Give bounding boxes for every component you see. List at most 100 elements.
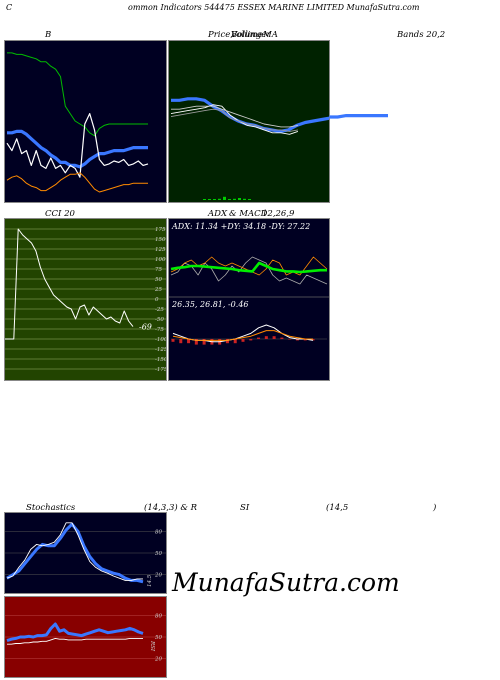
label-price-d: MA xyxy=(263,30,278,40)
volume-bar xyxy=(233,198,236,200)
price-series-2 xyxy=(171,105,298,128)
cci-panel: 175 150 125 100 75 50 25 0 -25 -50 -75 -100 -125 -150… xyxy=(4,218,167,381)
label-price-b: Volume xyxy=(231,30,263,40)
macd-histogram-bar xyxy=(295,339,299,341)
label-stoch-d: (14,5 xyxy=(326,503,349,513)
volume-bar xyxy=(203,199,206,200)
cci-tick-label: 150 xyxy=(155,237,166,243)
label-price-a: Price, xyxy=(208,30,233,40)
cci-tick-label: -175 xyxy=(155,367,166,373)
panel-background xyxy=(169,41,329,202)
rsi-series-0 xyxy=(6,622,144,643)
bollinger-series-1 xyxy=(7,129,148,169)
label-cci: CCI 20 xyxy=(45,209,75,219)
cci-tick-label: -100 xyxy=(155,337,166,343)
macd-histogram-bar xyxy=(288,339,292,340)
price-series-0 xyxy=(171,97,329,134)
volume-bar xyxy=(223,196,226,200)
cci-tick-label: 175 xyxy=(155,227,166,233)
cci-tick-label: 125 xyxy=(155,247,166,253)
cci-last-label: -69 xyxy=(139,323,152,332)
label-stoch-b: (14,3,3) & R xyxy=(144,503,198,513)
label-adx-a: ADX xyxy=(208,209,228,219)
macd-histogram-bar xyxy=(264,336,268,339)
stoch-series-0 xyxy=(6,522,144,584)
cci-tick-label: 75 xyxy=(155,267,162,273)
macd-histogram-bar xyxy=(249,339,253,341)
label-adx-c: 12,26,9 xyxy=(262,209,295,219)
price-panel xyxy=(168,40,330,203)
rsi-tick-label: 80 xyxy=(155,613,162,619)
price-chart-extension xyxy=(329,113,388,119)
cci-series xyxy=(5,228,134,340)
label-bands: Bands 20,2 xyxy=(397,30,446,40)
macd-histogram-bar xyxy=(280,337,284,339)
macd-values-text: 26.35, 26.81, -0.46 xyxy=(171,300,249,309)
volume-bar xyxy=(208,199,211,200)
stoch-series-1 xyxy=(6,522,143,581)
macd-series-1 xyxy=(172,330,313,341)
label-adx-b: & MACD xyxy=(229,209,268,219)
bollinger-series-0 xyxy=(7,52,148,137)
price-series-extension xyxy=(329,113,388,119)
volume-bar xyxy=(238,198,241,200)
header-c: C xyxy=(6,3,13,12)
cci-tick-label: -50 xyxy=(155,317,164,323)
cci-tick-label: -25 xyxy=(155,307,164,313)
label-stoch-a: Stochastics xyxy=(26,503,76,513)
bollinger-series-2 xyxy=(6,112,149,178)
adx-series-2 xyxy=(170,256,328,285)
macd-histogram-bar xyxy=(202,339,206,345)
macd-histogram-bar xyxy=(187,339,191,344)
label-stoch-c: SI xyxy=(240,503,250,513)
adx-series-0 xyxy=(170,261,327,274)
cci-tick-label: -75 xyxy=(155,327,164,333)
stochastics-panel: 80 50 20 14.5 xyxy=(4,512,167,594)
panel-background xyxy=(169,219,329,380)
rsi-series-1 xyxy=(7,637,143,645)
stoch-tick-label: 50 xyxy=(155,551,162,557)
price-series-3 xyxy=(170,108,298,132)
macd-histogram-bar xyxy=(194,339,198,345)
volume-bar xyxy=(248,199,251,200)
label-b: B xyxy=(45,30,52,40)
cci-tick-label: 50 xyxy=(155,277,162,283)
macd-histogram-bar xyxy=(225,339,229,344)
rsi-last-label: RSI xyxy=(149,640,155,652)
volume-bar xyxy=(218,198,221,200)
bollinger-series-3 xyxy=(6,172,148,193)
header-title: ommon Indicators 544475 ESSEX MARINE LIM… xyxy=(128,3,420,12)
macd-histogram-bar xyxy=(257,337,261,339)
stoch-last-label: 14.5 xyxy=(147,574,153,587)
cci-tick-label: 25 xyxy=(154,287,162,293)
macd-histogram-bar xyxy=(311,339,315,341)
label-stoch-e: ) xyxy=(433,503,437,513)
stoch-tick-label: 80 xyxy=(155,529,162,535)
macd-histogram-bar xyxy=(241,339,245,342)
volume-bar xyxy=(213,199,216,200)
cci-chart: 175 150 125 100 75 50 25 0 -25 -50 -75 -100 -125 -150… xyxy=(5,219,166,380)
panel-background xyxy=(5,219,166,380)
macd-histogram-bar xyxy=(272,336,276,339)
bollinger-panel xyxy=(4,40,167,203)
cci-tick-label: -150 xyxy=(155,357,166,363)
price-chart xyxy=(169,41,329,202)
bollinger-chart xyxy=(5,41,166,202)
cci-tick-label: 0 xyxy=(155,297,159,303)
adx-macd-panel: ADX: 11.34 +DY: 34.18 -DY: 27.22 26.35, 2… xyxy=(168,218,330,381)
cci-tick-label: 100 xyxy=(155,257,166,263)
watermark: MunafaSutra.com xyxy=(172,568,400,597)
macd-histogram-bar xyxy=(179,339,183,344)
volume-bar xyxy=(228,199,231,200)
macd-histogram-bar xyxy=(233,339,237,344)
adx-values-text: ADX: 11.34 +DY: 34.18 -DY: 27.22 xyxy=(171,222,310,231)
rsi-tick-label: 20 xyxy=(154,657,162,663)
adx-macd-chart: ADX: 11.34 +DY: 34.18 -DY: 27.22 26.35, 2… xyxy=(169,219,329,380)
cci-tick-label: -125 xyxy=(155,347,166,353)
rsi-panel: 80 50 20 RSI xyxy=(4,596,167,678)
macd-histogram-bar xyxy=(171,339,175,342)
rsi-chart: 80 50 20 RSI xyxy=(5,597,166,677)
price-series-1 xyxy=(170,104,299,135)
label-price-c: Bollinger xyxy=(231,30,271,40)
